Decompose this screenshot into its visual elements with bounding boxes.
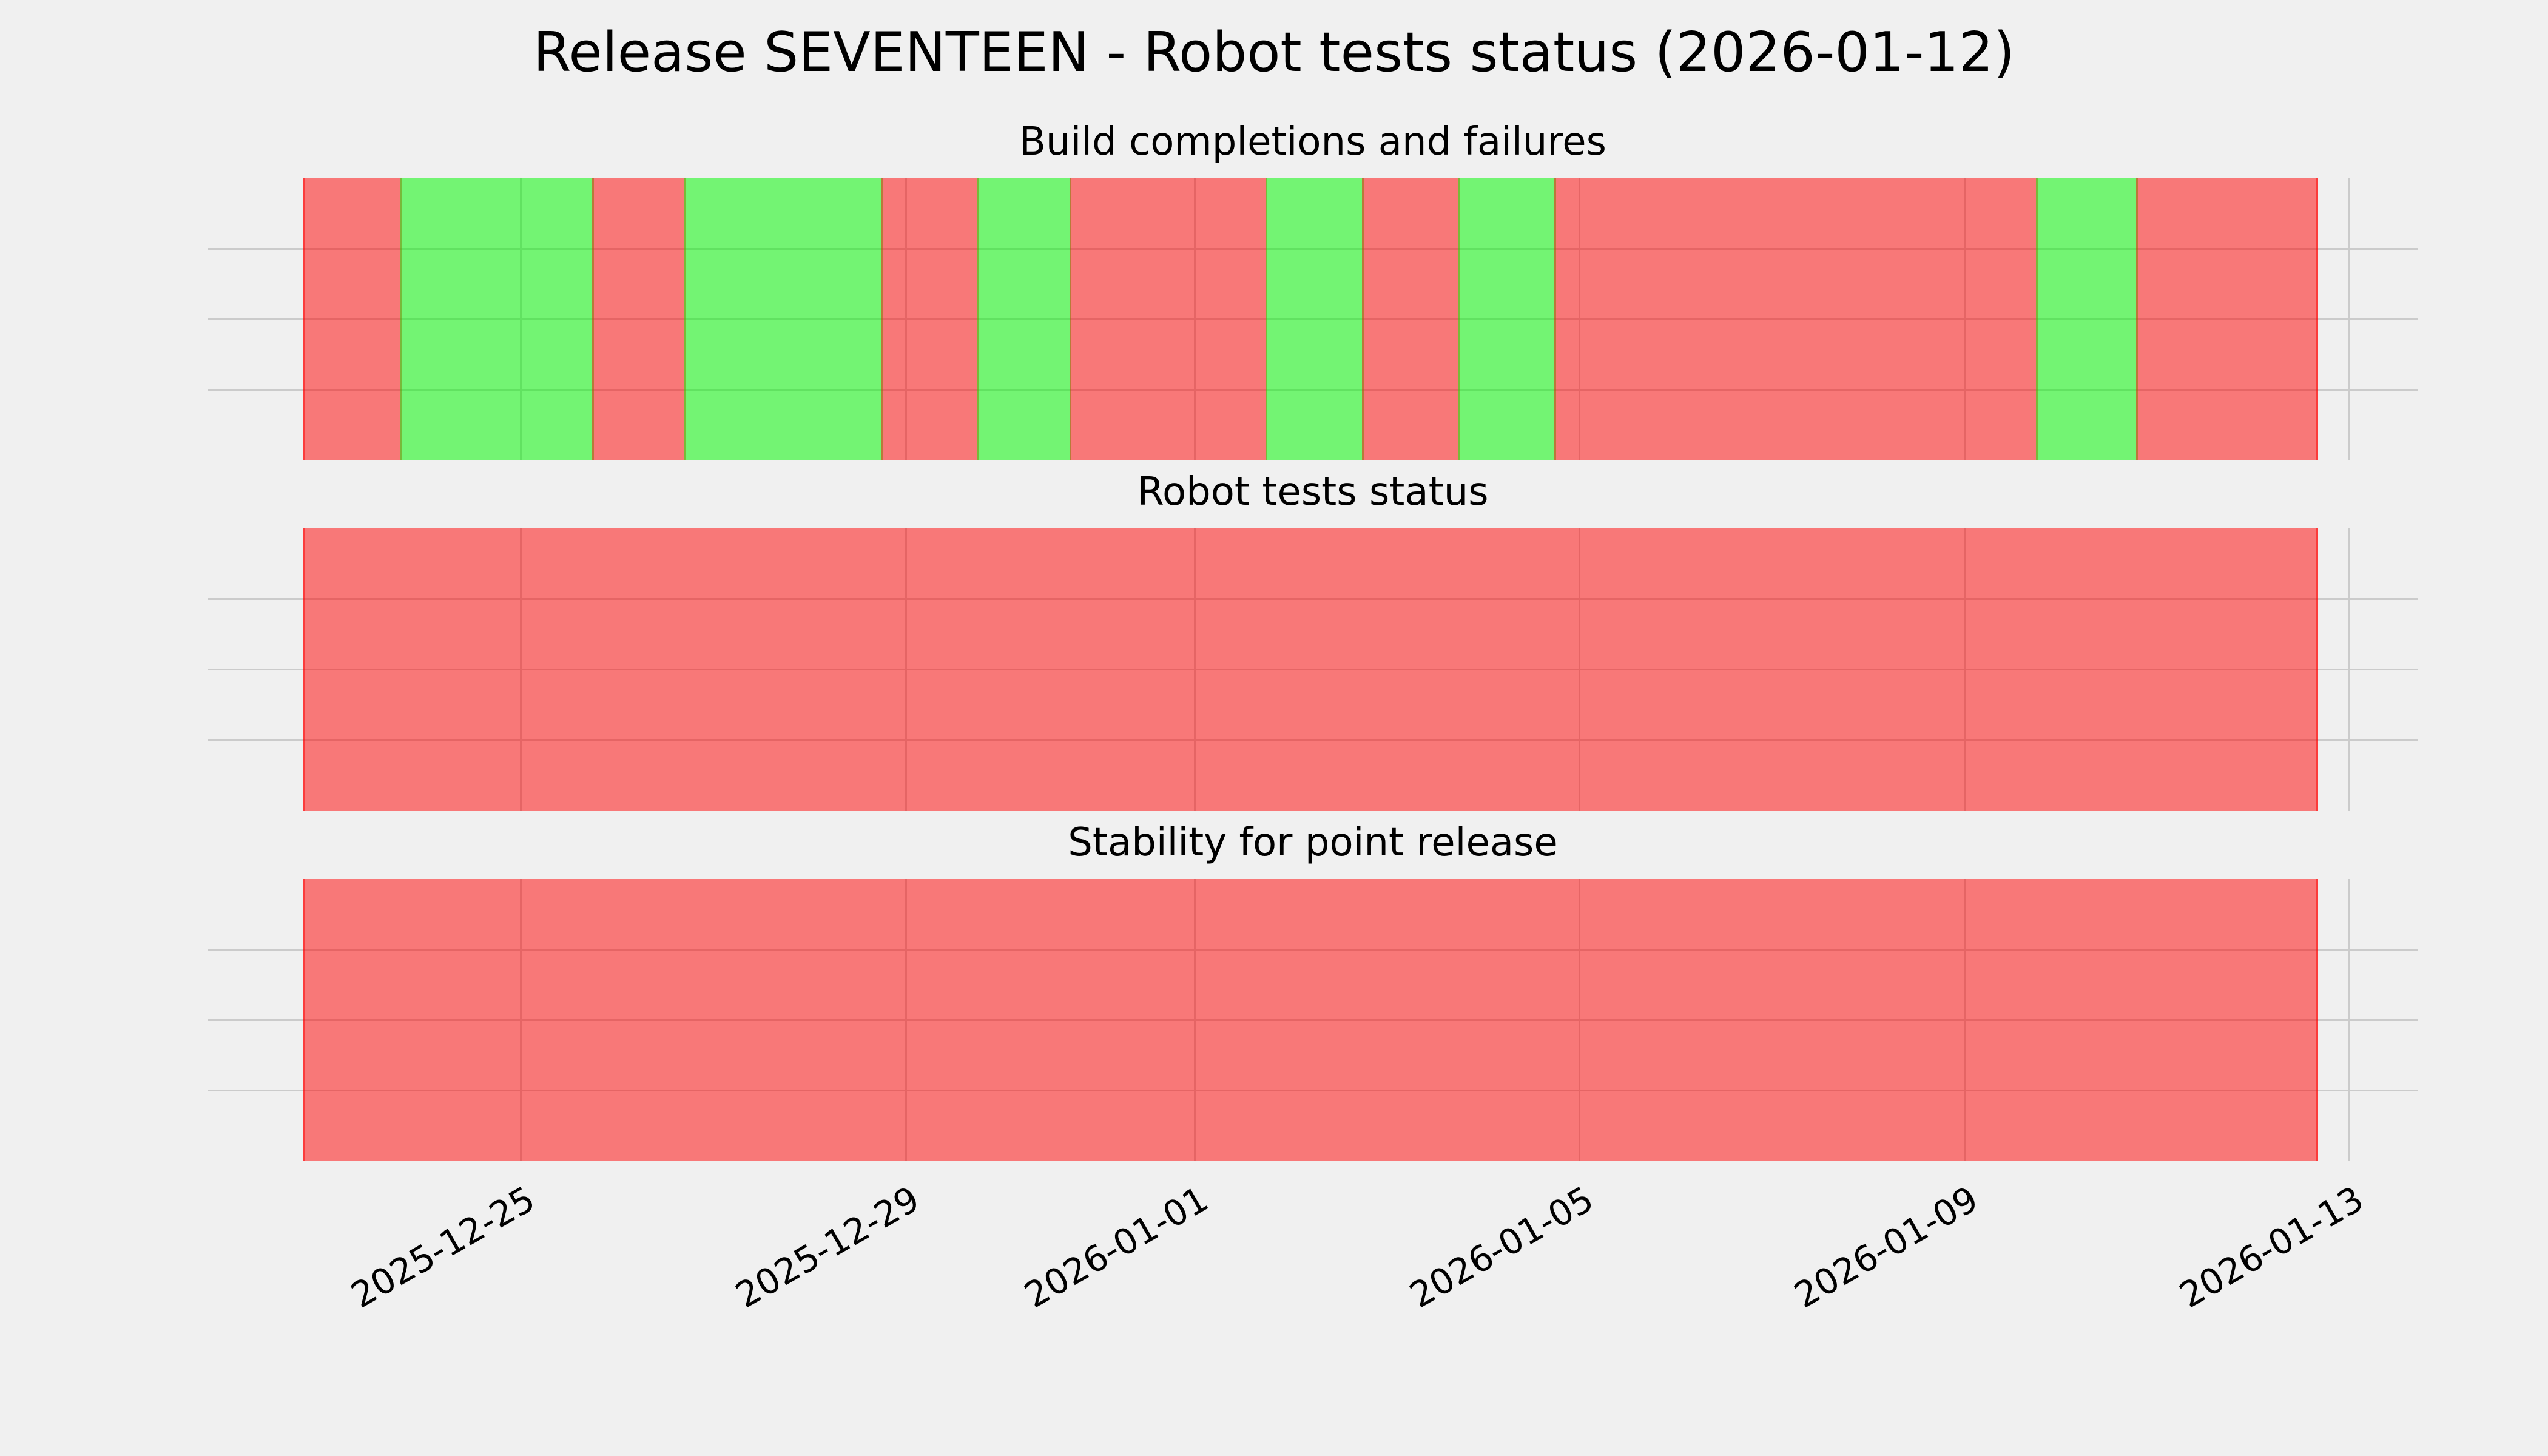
status-segment-failure [303,528,2319,811]
strip-edge-line [303,528,306,811]
x-gridline [2348,178,2351,460]
status-segment-success [977,178,1071,460]
status-segment-failure [303,879,2319,1161]
strip-edge-line [303,879,306,1161]
plot-area-stability-point-release [208,879,2418,1161]
status-segment-success [1458,178,1557,460]
x-tick-label: 2026-01-05 [1402,1178,1600,1316]
status-segment-failure [2135,178,2319,460]
x-gridline [2348,528,2351,811]
figure-title: Release SEVENTEEN - Robot tests status (… [533,21,2015,84]
x-axis-tick-labels: 2025-12-25 2025-12-29 2026-01-01 2026-01-05… [0,1178,2548,1372]
x-gridline [2348,879,2351,1161]
status-segment-success [1266,178,1364,460]
plot-area-robot-tests-status [208,528,2418,811]
subplot-title-robot-tests-status: Robot tests status [1137,470,1489,514]
strip-edge-line [2316,178,2319,460]
status-segment-failure [1069,178,1268,460]
x-tick-label: 2025-12-25 [343,1178,542,1316]
x-tick-label: 2026-01-01 [1017,1178,1215,1316]
subplot-title-build-completions: Build completions and failures [1019,120,1606,164]
strip-edge-line [2316,879,2319,1161]
status-segment-success [2035,178,2138,460]
subplot-stability-point-release: Stability for point release [208,820,2418,1161]
status-segment-failure [880,178,979,460]
status-segment-failure [592,178,687,460]
strip-edge-line [303,178,306,460]
x-tick-label: 2026-01-13 [2172,1178,2370,1316]
status-segment-failure [303,178,402,460]
subplot-title-stability-point-release: Stability for point release [1068,820,1558,865]
strip-edge-line [2316,528,2319,811]
status-segment-success [684,178,883,460]
status-segment-success [399,178,595,460]
status-segment-failure [1554,178,2038,460]
subplot-build-completions: Build completions and failures [208,120,2418,460]
subplot-robot-tests-status: Robot tests status [208,470,2418,811]
plot-area-build-completions [208,178,2418,460]
x-tick-label: 2025-12-29 [729,1178,927,1316]
x-tick-label: 2026-01-09 [1787,1178,1986,1316]
status-segment-failure [1362,178,1460,460]
